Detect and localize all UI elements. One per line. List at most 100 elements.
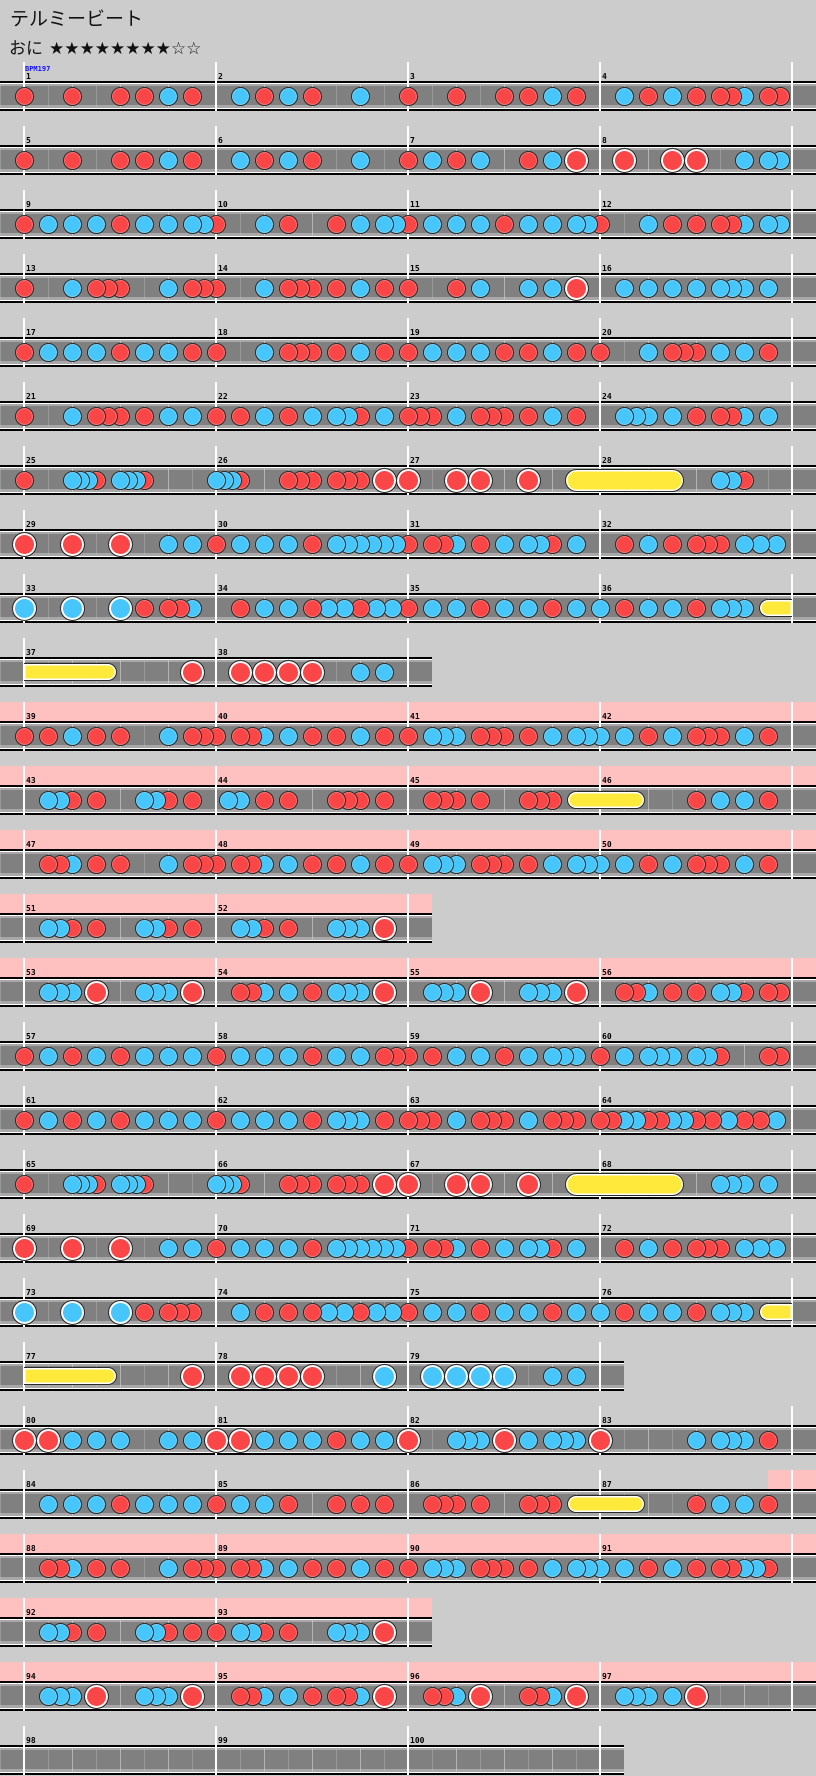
don-note xyxy=(302,726,322,746)
don-note xyxy=(182,278,202,298)
don-note xyxy=(182,918,202,938)
ka-note xyxy=(662,1302,682,1322)
big-don-note xyxy=(659,147,685,173)
don-note xyxy=(326,214,346,234)
don-note xyxy=(518,1558,538,1578)
ka-note xyxy=(614,1686,634,1706)
beat-line xyxy=(432,83,433,109)
ka-note xyxy=(62,342,82,362)
don-note xyxy=(446,150,466,170)
don-note xyxy=(278,1174,298,1194)
don-note xyxy=(686,854,706,874)
ka-note xyxy=(710,790,730,810)
ka-note xyxy=(350,150,370,170)
don-note xyxy=(326,726,346,746)
ka-note xyxy=(734,790,754,810)
don-note xyxy=(686,406,706,426)
measure-number: 42 xyxy=(602,712,612,721)
beat-line xyxy=(0,1171,1,1197)
ka-note xyxy=(158,150,178,170)
ka-note xyxy=(62,470,82,490)
don-note xyxy=(302,1110,322,1130)
measure-number: 24 xyxy=(602,392,612,401)
beat-line xyxy=(0,1491,1,1517)
big-ka-note xyxy=(11,595,37,621)
song-title: テルミービート xyxy=(10,8,144,30)
don-note xyxy=(686,726,706,746)
big-don-note xyxy=(443,467,469,493)
chart-row: 1 BPM197 2 3 4 xyxy=(0,62,816,112)
measure-bar-line xyxy=(599,1470,601,1519)
difficulty-line: おに ★★★★★★★★☆☆ xyxy=(9,34,201,59)
ka-note xyxy=(662,86,682,106)
beat-line xyxy=(264,1747,265,1773)
don-note xyxy=(230,726,250,746)
ka-note xyxy=(374,214,394,234)
measure-number: 39 xyxy=(26,712,36,721)
beat-line xyxy=(672,787,673,813)
ka-note xyxy=(470,278,490,298)
don-note xyxy=(470,1302,490,1322)
ka-note xyxy=(494,534,514,554)
measure-number: 78 xyxy=(218,1352,228,1361)
ka-note xyxy=(134,918,154,938)
don-note xyxy=(182,1558,202,1578)
don-note xyxy=(686,1494,706,1514)
beat-line xyxy=(432,1747,433,1773)
don-note xyxy=(398,342,418,362)
beat-line xyxy=(96,147,97,173)
ka-note xyxy=(62,1430,82,1450)
ka-note xyxy=(518,1302,538,1322)
measure-number: 69 xyxy=(26,1224,36,1233)
don-note xyxy=(86,1622,106,1642)
ka-note xyxy=(278,982,298,1002)
measure-number: 20 xyxy=(602,328,612,337)
beat-line xyxy=(120,1747,121,1773)
ka-note xyxy=(86,214,106,234)
ka-note xyxy=(86,1430,106,1450)
drumroll xyxy=(759,1303,792,1321)
beat-line xyxy=(240,339,241,365)
don-note xyxy=(278,790,298,810)
don-note xyxy=(374,278,394,298)
ka-note xyxy=(86,1110,106,1130)
beat-line xyxy=(192,467,193,493)
beat-line xyxy=(96,531,97,557)
ka-note xyxy=(182,1238,202,1258)
big-don-note xyxy=(203,1427,229,1453)
measure-bar-line xyxy=(599,126,601,175)
ka-note xyxy=(182,1110,202,1130)
beat-line xyxy=(96,1299,97,1325)
measure-bar-line xyxy=(407,766,409,815)
don-note xyxy=(278,1302,298,1322)
beat-line xyxy=(144,723,145,749)
measure-bar-line xyxy=(599,1342,601,1391)
ka-note xyxy=(38,982,58,1002)
measure-number: 60 xyxy=(602,1032,612,1041)
ka-note xyxy=(614,406,634,426)
big-don-note xyxy=(395,467,421,493)
big-ka-note xyxy=(59,595,85,621)
beat-line xyxy=(312,787,313,813)
beat-line xyxy=(144,1363,145,1389)
measure-bar-line xyxy=(215,766,217,815)
don-note xyxy=(470,598,490,618)
big-drumroll xyxy=(564,468,684,492)
beat-line xyxy=(240,211,241,237)
big-don-note xyxy=(395,1171,421,1197)
ka-note xyxy=(182,214,202,234)
don-note xyxy=(110,1558,130,1578)
don-note xyxy=(494,1046,514,1066)
ka-note xyxy=(158,1558,178,1578)
beat-line xyxy=(504,1491,505,1517)
measure-bar-line xyxy=(407,1726,409,1775)
measure-number: 68 xyxy=(602,1160,612,1169)
don-note xyxy=(230,1686,250,1706)
ka-note xyxy=(734,726,754,746)
don-note xyxy=(422,1686,442,1706)
ka-note xyxy=(542,150,562,170)
ka-note xyxy=(638,342,658,362)
measure-number: 1 xyxy=(26,72,31,81)
measure-number: 85 xyxy=(218,1480,228,1489)
ka-note xyxy=(542,86,562,106)
